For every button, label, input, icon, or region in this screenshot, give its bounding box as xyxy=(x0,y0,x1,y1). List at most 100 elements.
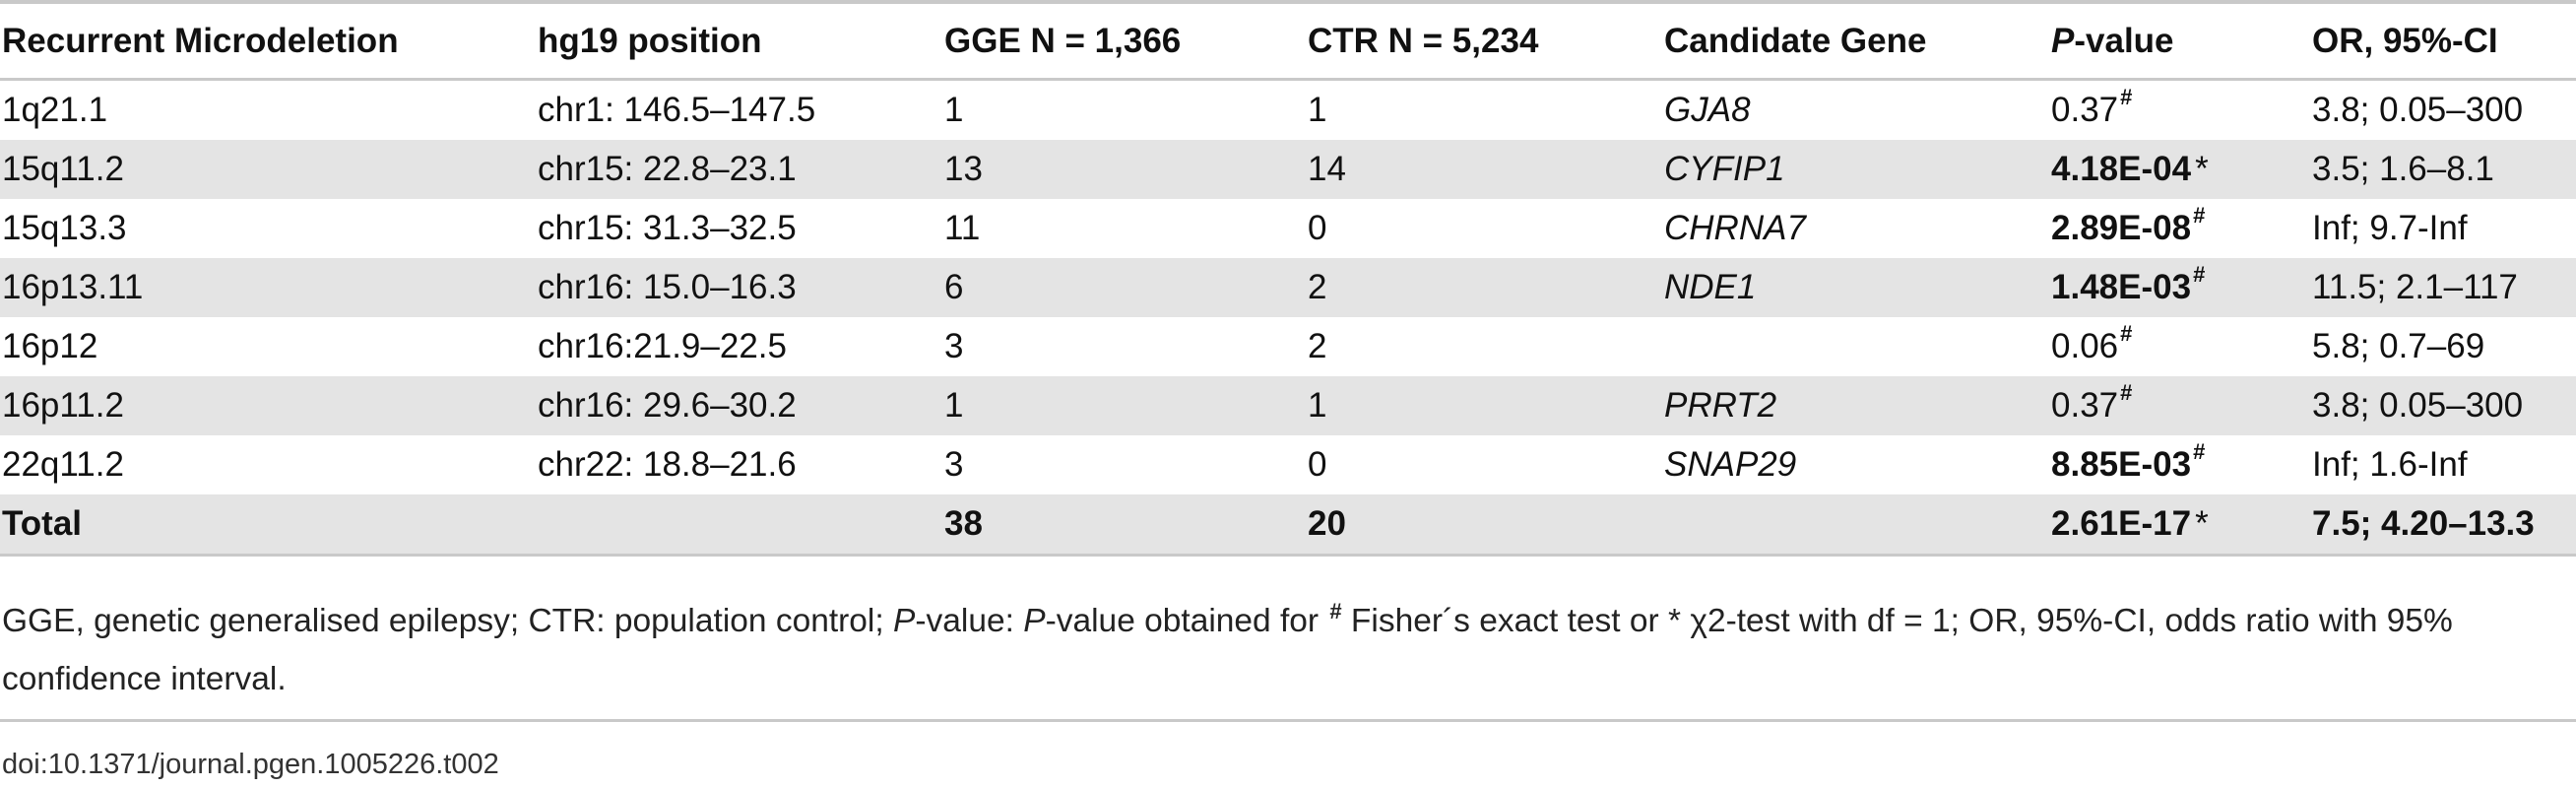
cell-ctr-count: 14 xyxy=(1308,150,1346,188)
total-pvalue: 2.61E-17 * xyxy=(2051,494,2209,554)
cell-position: chr16: 15.0–16.3 xyxy=(538,268,797,306)
header-ctr-n: CTR N = 5,234 xyxy=(1308,21,1539,60)
cell-position: chr16:21.9–22.5 xyxy=(538,327,787,365)
pvalue-test-mark: # xyxy=(2120,321,2133,346)
pvalue-text: 2.89E-08 xyxy=(2051,209,2192,247)
cell-gge-count: 1 xyxy=(944,91,964,129)
header-gge-n: GGE N = 1,366 xyxy=(944,21,1182,60)
results-table: Recurrent Microdeletion hg19 position GG… xyxy=(0,0,2576,557)
header-hg19-position: hg19 position xyxy=(538,21,762,60)
cell-candidate-gene: NDE1 xyxy=(1664,268,1757,306)
pvalue-text: 0.37 xyxy=(2051,386,2119,425)
total-label: Total xyxy=(2,504,83,543)
total-or: 7.5; 4.20–13.3 xyxy=(2312,504,2535,543)
total-pvalue-mark: * xyxy=(2195,504,2209,543)
footnote-text-5: 2-test with df = 1; OR, 95%-CI, odds rat… xyxy=(2,603,2453,697)
cell-gge-count: 3 xyxy=(944,327,964,365)
pvalue-test-mark: # xyxy=(2120,85,2133,109)
cell-ctr-count: 2 xyxy=(1308,327,1327,365)
cell-position: chr15: 31.3–32.5 xyxy=(538,209,797,247)
pvalue-test-mark: # xyxy=(2193,439,2206,464)
footnote-text-1: GGE, genetic generalised epilepsy; CTR: … xyxy=(2,603,893,639)
cell-gge-count: 6 xyxy=(944,268,964,306)
table-row: 16p12 chr16:21.9–22.5 3 2 0.06 #5.8; 0.7–69 xyxy=(0,317,2576,376)
cell-deletion: 15q13.3 xyxy=(2,209,127,247)
cell-deletion: 15q11.2 xyxy=(2,150,124,188)
cell-or-ci: 3.8; 0.05–300 xyxy=(2312,386,2524,425)
pvalue-text: 0.37 xyxy=(2051,91,2119,129)
cell-ctr-count: 0 xyxy=(1308,209,1327,247)
footnote-p-italic-2: P xyxy=(1023,603,1046,639)
cell-candidate-gene: CHRNA7 xyxy=(1664,209,1806,247)
footnote-hash-mark: # xyxy=(1329,599,1342,624)
cell-gge-count: 3 xyxy=(944,445,964,484)
pvalue-test-mark: * xyxy=(2195,150,2209,188)
total-pvalue-text: 2.61E-17 xyxy=(2051,504,2192,543)
cell-gge-count: 13 xyxy=(944,150,983,188)
table-row: 22q11.2 chr22: 18.8–21.6 3 0 SNAP29 8.85E-03 #… xyxy=(0,435,2576,494)
cell-pvalue: 1.48E-03 # xyxy=(2051,258,2205,317)
header-or-ci: OR, 95%-CI xyxy=(2312,21,2498,60)
pvalue-text: 8.85E-03 xyxy=(2051,445,2192,484)
pvalue-test-mark: # xyxy=(2120,380,2133,405)
footnote-text-4: Fisher´s exact test or * xyxy=(1341,603,1691,639)
cell-gge-count: 11 xyxy=(944,209,981,247)
cell-candidate-gene: PRRT2 xyxy=(1664,386,1777,425)
footnote-p-italic-1: P xyxy=(893,603,916,639)
table-header-row: Recurrent Microdeletion hg19 position GG… xyxy=(0,0,2576,81)
header-p-rest: -value xyxy=(2074,21,2174,60)
cell-position: chr1: 146.5–147.5 xyxy=(538,91,816,129)
pvalue-test-mark: # xyxy=(2193,203,2206,228)
table-row: 16p13.11 chr16: 15.0–16.3 6 2 NDE1 1.48E-03 #1… xyxy=(0,258,2576,317)
table-total-row: Total 38 20 2.61E-17 * 7.5; 4.20–13.3 xyxy=(0,494,2576,557)
header-recurrent-microdeletion: Recurrent Microdeletion xyxy=(2,21,399,60)
cell-or-ci: Inf; 1.6-Inf xyxy=(2312,445,2468,484)
cell-deletion: 16p12 xyxy=(2,327,98,365)
cell-position: chr22: 18.8–21.6 xyxy=(538,445,797,484)
doi-link[interactable]: doi:10.1371/journal.pgen.1005226.t002 xyxy=(2,749,499,780)
table-row: 16p11.2 chr16: 29.6–30.2 1 1 PRRT2 0.37 #3.8; … xyxy=(0,376,2576,435)
pvalue-text: 4.18E-04 xyxy=(2051,150,2192,188)
header-candidate-gene: Candidate Gene xyxy=(1664,21,1927,60)
cell-or-ci: Inf; 9.7-Inf xyxy=(2312,209,2468,247)
table-footnote: GGE, genetic generalised epilepsy; CTR: … xyxy=(2,594,2562,707)
cell-ctr-count: 1 xyxy=(1308,386,1327,425)
cell-candidate-gene: CYFIP1 xyxy=(1664,150,1785,188)
total-ctr: 20 xyxy=(1308,504,1346,543)
cell-pvalue: 2.89E-08 # xyxy=(2051,199,2205,258)
cell-pvalue: 0.06 # xyxy=(2051,317,2132,376)
cell-pvalue: 4.18E-04 * xyxy=(2051,140,2209,199)
cell-candidate-gene: GJA8 xyxy=(1664,91,1751,129)
cell-deletion: 22q11.2 xyxy=(2,445,124,484)
header-p-italic: P xyxy=(2051,21,2075,60)
cell-deletion: 16p11.2 xyxy=(2,386,124,425)
cell-position: chr16: 29.6–30.2 xyxy=(538,386,797,425)
pvalue-text: 1.48E-03 xyxy=(2051,268,2192,306)
cell-pvalue: 0.37 # xyxy=(2051,81,2132,140)
table-row: 1q21.1 chr1: 146.5–147.5 1 1 GJA8 0.37 #3.8; 0… xyxy=(0,81,2576,140)
header-p-value: P -value xyxy=(2051,4,2174,78)
cell-gge-count: 1 xyxy=(944,386,964,425)
cell-position: chr15: 22.8–23.1 xyxy=(538,150,797,188)
cell-ctr-count: 2 xyxy=(1308,268,1327,306)
cell-candidate-gene: SNAP29 xyxy=(1664,445,1797,484)
footnote-text-2: -value: xyxy=(915,603,1024,639)
cell-deletion: 16p13.11 xyxy=(2,268,144,306)
cell-ctr-count: 0 xyxy=(1308,445,1327,484)
cell-or-ci: 5.8; 0.7–69 xyxy=(2312,327,2485,365)
cell-pvalue: 0.37 # xyxy=(2051,376,2132,435)
pvalue-test-mark: # xyxy=(2193,262,2206,287)
footnote-chi-symbol: χ xyxy=(1690,603,1707,639)
cell-deletion: 1q21.1 xyxy=(2,91,108,129)
table-row: 15q11.2 chr15: 22.8–23.1 13 14 CYFIP1 4.18E-0… xyxy=(0,140,2576,199)
footnote-divider xyxy=(0,719,2576,722)
total-gge: 38 xyxy=(944,504,983,543)
pvalue-text: 0.06 xyxy=(2051,327,2119,365)
cell-or-ci: 11.5; 2.1–117 xyxy=(2312,268,2518,306)
footnote-text-3: -value obtained for xyxy=(1045,603,1328,639)
cell-or-ci: 3.5; 1.6–8.1 xyxy=(2312,150,2494,188)
cell-pvalue: 8.85E-03 # xyxy=(2051,435,2205,494)
cell-ctr-count: 1 xyxy=(1308,91,1327,129)
cell-or-ci: 3.8; 0.05–300 xyxy=(2312,91,2524,129)
table-row: 15q13.3 chr15: 31.3–32.5 11 0 CHRNA7 2.89E-08… xyxy=(0,199,2576,258)
